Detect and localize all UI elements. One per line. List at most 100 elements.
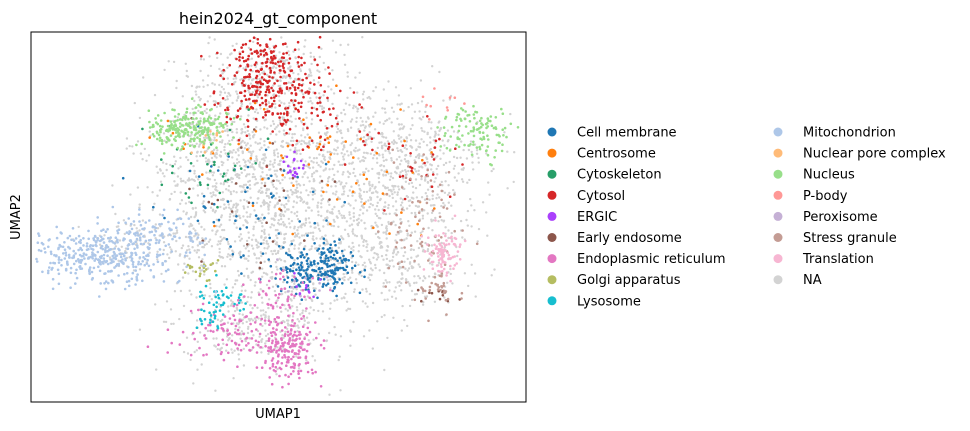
data-point [300, 344, 303, 347]
data-point [269, 226, 272, 229]
data-point [337, 225, 340, 228]
data-point [201, 154, 205, 157]
data-point [315, 237, 318, 240]
data-point [300, 234, 304, 237]
data-point [303, 142, 307, 145]
data-point [192, 187, 195, 190]
data-point [377, 256, 380, 259]
data-point [398, 137, 401, 140]
data-point [182, 210, 185, 213]
data-point [251, 85, 254, 89]
data-point [240, 128, 243, 131]
data-point [349, 281, 353, 285]
data-point [246, 173, 249, 176]
data-point [342, 108, 346, 112]
data-point [443, 204, 446, 207]
data-point [291, 101, 295, 104]
data-point [274, 343, 278, 347]
data-point [82, 244, 85, 247]
data-point [351, 230, 354, 233]
data-point [225, 343, 229, 347]
data-point [340, 214, 343, 217]
data-point [319, 343, 323, 347]
data-point [456, 254, 459, 258]
data-point [169, 228, 172, 232]
data-point [173, 190, 176, 194]
data-point [400, 102, 403, 105]
data-point [291, 133, 294, 136]
data-point [308, 136, 312, 139]
data-point [342, 145, 346, 148]
data-point [177, 167, 180, 170]
data-point [297, 48, 300, 51]
data-point [259, 191, 263, 195]
data-point [113, 247, 116, 250]
data-point [261, 61, 264, 65]
data-point [278, 71, 281, 75]
data-point [224, 108, 227, 112]
data-point [360, 200, 363, 204]
data-point [383, 298, 386, 301]
data-point [291, 269, 295, 273]
data-point [289, 332, 293, 335]
data-point [426, 115, 429, 118]
data-point [278, 162, 281, 166]
data-point [452, 167, 456, 170]
data-point [283, 260, 287, 263]
data-point [259, 49, 263, 52]
data-point [210, 107, 213, 111]
data-point [254, 117, 258, 121]
data-point [400, 201, 404, 204]
data-point [319, 385, 323, 388]
data-point [340, 249, 344, 253]
data-point [300, 101, 303, 105]
series-mitochondrion [35, 205, 218, 298]
data-point [297, 110, 301, 113]
data-point [273, 289, 277, 293]
data-point [250, 154, 253, 157]
data-point [278, 58, 281, 61]
data-point [280, 203, 283, 206]
data-point [420, 100, 424, 103]
data-point [290, 357, 293, 361]
data-point [358, 192, 361, 195]
data-point [290, 293, 293, 296]
data-point [142, 242, 146, 246]
data-point [266, 127, 269, 130]
data-point [298, 337, 302, 340]
data-point [198, 295, 202, 298]
data-point [293, 167, 296, 170]
data-point [320, 47, 323, 50]
data-point [384, 111, 387, 114]
data-point [325, 240, 329, 243]
data-point [305, 252, 309, 256]
data-point [257, 291, 260, 294]
data-point [341, 277, 344, 280]
data-point [199, 117, 202, 120]
data-point [299, 159, 303, 163]
data-point [212, 191, 215, 194]
data-point [257, 70, 261, 73]
data-point [392, 205, 395, 208]
data-point [135, 143, 138, 147]
data-point [160, 222, 163, 226]
data-point [289, 372, 293, 376]
data-point [135, 244, 139, 247]
data-point [344, 102, 348, 105]
data-point [239, 64, 242, 68]
data-point [246, 327, 250, 330]
data-point [397, 188, 401, 191]
data-point [223, 322, 226, 326]
data-point [308, 221, 311, 224]
data-point [120, 245, 124, 248]
data-point [363, 261, 366, 264]
data-point [311, 276, 315, 280]
data-point [246, 245, 249, 248]
data-point [49, 261, 52, 265]
data-point [401, 144, 405, 147]
data-point [221, 175, 225, 178]
data-point [277, 232, 281, 235]
data-point [278, 223, 281, 226]
data-point [240, 330, 244, 333]
data-point [185, 249, 189, 252]
